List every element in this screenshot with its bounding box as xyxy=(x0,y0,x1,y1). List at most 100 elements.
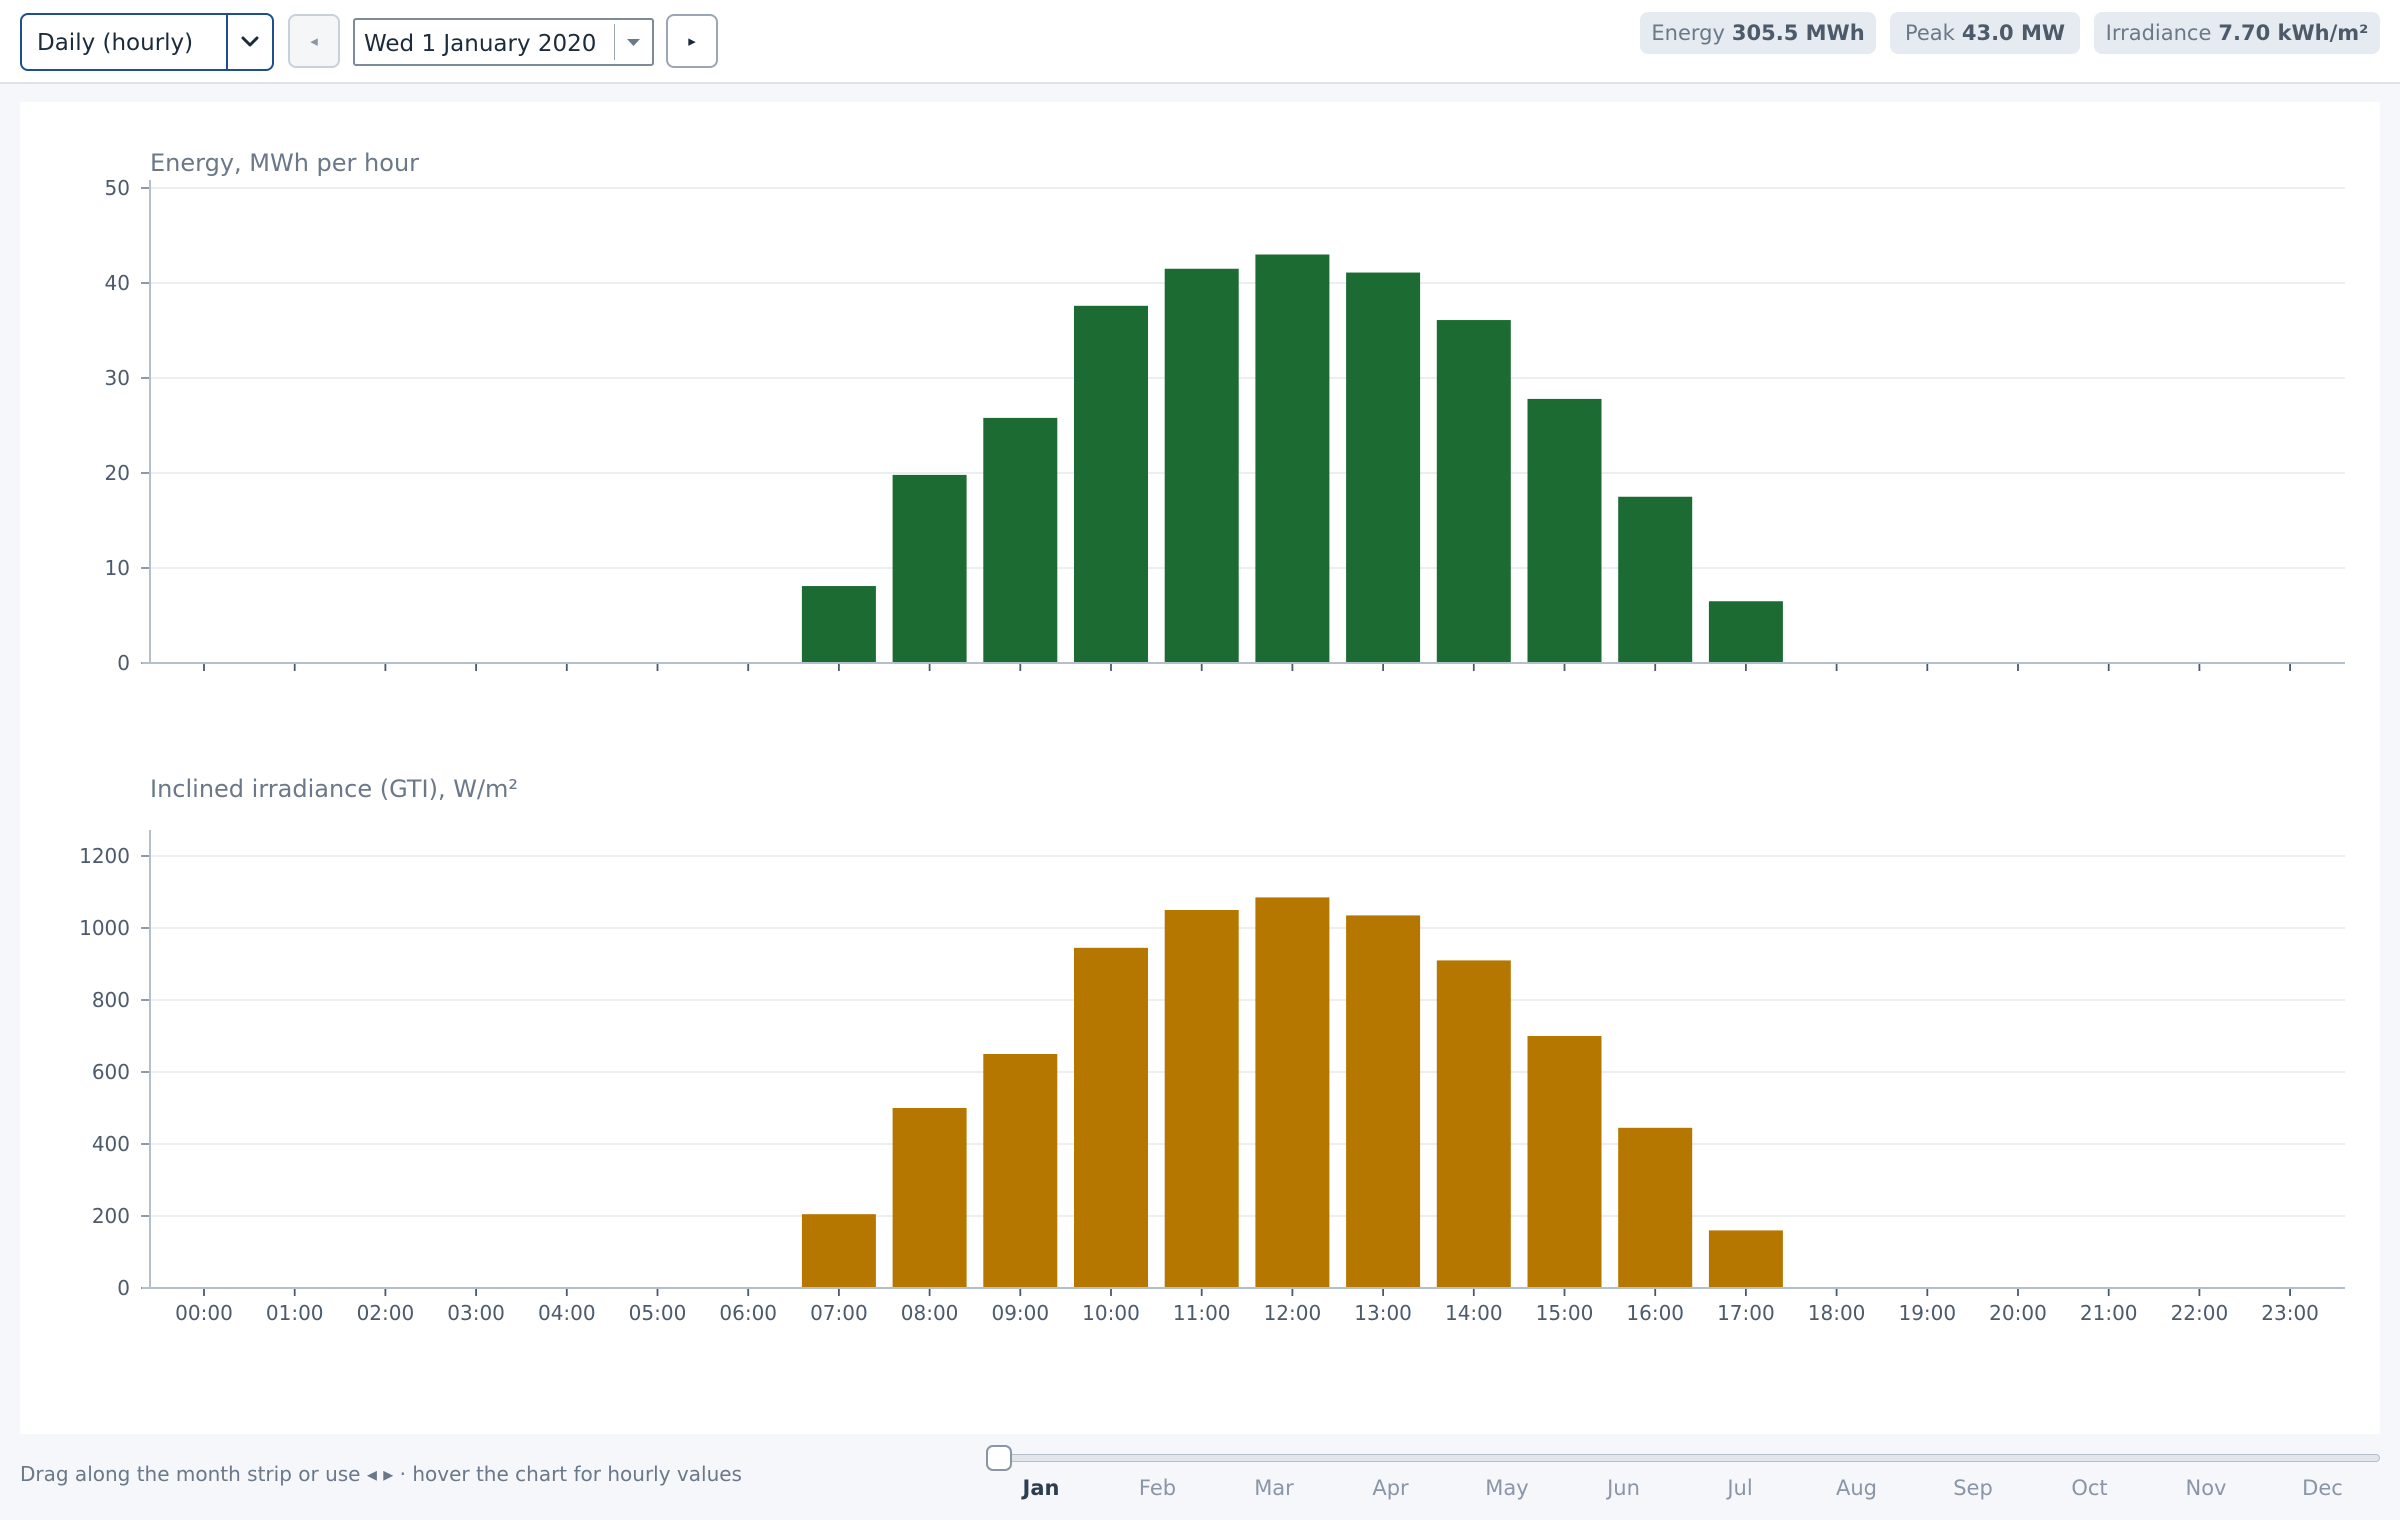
energy-bar-1600 xyxy=(1618,496,1693,663)
irradiance-bar-0700 xyxy=(801,1214,876,1288)
irradiance-x-tick-label: 17:00 xyxy=(1717,1301,1775,1325)
energy-bar-0900 xyxy=(983,417,1058,663)
energy-bar-1400 xyxy=(1436,320,1511,663)
month-strip-handle[interactable] xyxy=(986,1445,1012,1471)
irradiance-bar-1000 xyxy=(1074,947,1148,1288)
energy-bar-0700 xyxy=(801,586,876,663)
energy-y-tick-label: 40 xyxy=(105,271,130,295)
irradiance-x-tick-label: 09:00 xyxy=(991,1301,1049,1325)
mode-select[interactable]: Daily (hourly) xyxy=(20,13,274,71)
irradiance-x-tick-label: 08:00 xyxy=(901,1301,959,1325)
irradiance-bar-1700 xyxy=(1708,1230,1783,1288)
month-sep[interactable]: Sep xyxy=(1953,1476,1993,1500)
irradiance-stat-badge: Irradiance 7.70 kWh/m² xyxy=(2094,12,2380,54)
irradiance-x-tick-label: 00:00 xyxy=(175,1301,233,1325)
irradiance-x-tick-label: 16:00 xyxy=(1626,1301,1684,1325)
month-mar[interactable]: Mar xyxy=(1254,1476,1294,1500)
charts-canvas[interactable]: Energy, MWh per hour 0 10 20 30 40 50 Inclined … xyxy=(0,0,2400,1440)
irradiance-bar-0800 xyxy=(892,1108,967,1288)
irradiance-x-tick-label: 11:00 xyxy=(1173,1301,1231,1325)
date-select-value: Wed 1 January 2020 xyxy=(364,31,597,57)
irradiance-x-tick-label: 19:00 xyxy=(1898,1301,1956,1325)
irradiance-x-tick-label: 03:00 xyxy=(447,1301,505,1325)
month-oct[interactable]: Oct xyxy=(2071,1476,2108,1500)
month-apr[interactable]: Apr xyxy=(1372,1476,1409,1500)
irradiance-bar-1100 xyxy=(1164,910,1239,1288)
caret-down-icon[interactable] xyxy=(615,20,652,64)
irradiance-x-tick-label: 22:00 xyxy=(2171,1301,2229,1325)
irradiance-bar-1400 xyxy=(1436,960,1511,1288)
irradiance-x-tick-label: 23:00 xyxy=(2261,1301,2319,1325)
energy-bar-1100 xyxy=(1164,268,1239,663)
energy-y-tick-label: 50 xyxy=(105,176,130,200)
peak-stat-value: 43.0 MW xyxy=(1961,21,2066,45)
next-day-button[interactable]: ▸ xyxy=(666,14,718,68)
footer-hint: Drag along the month strip or use ◂ ▸ · … xyxy=(20,1462,742,1486)
month-feb[interactable]: Feb xyxy=(1138,1476,1177,1500)
irradiance-y-tick-label: 1000 xyxy=(79,916,130,940)
irradiance-x-tick-label: 18:00 xyxy=(1808,1301,1866,1325)
energy-stat-value: 305.5 MWh xyxy=(1731,21,1865,45)
irradiance-y-tick-label: 0 xyxy=(117,1276,130,1300)
irradiance-bar-0900 xyxy=(983,1054,1058,1288)
irradiance-bar-1600 xyxy=(1618,1127,1693,1288)
irradiance-x-tick-label: 20:00 xyxy=(1989,1301,2047,1325)
energy-y-tick-label: 20 xyxy=(105,461,130,485)
prev-arrow-icon: ◂ xyxy=(310,32,318,50)
peak-stat-badge: Peak 43.0 MW xyxy=(1890,12,2080,54)
month-jul[interactable]: Jul xyxy=(1727,1476,1753,1500)
irradiance-y-tick-label: 1200 xyxy=(79,844,130,868)
month-jun[interactable]: Jun xyxy=(1607,1476,1640,1500)
month-dec[interactable]: Dec xyxy=(2302,1476,2343,1500)
energy-bar-1300 xyxy=(1346,272,1421,663)
irradiance-chart-title: Inclined irradiance (GTI), W/m² xyxy=(150,775,518,803)
prev-day-button[interactable]: ◂ xyxy=(288,14,340,68)
energy-bar-1700 xyxy=(1708,601,1783,663)
energy-bar-0800 xyxy=(892,474,967,663)
irradiance-bar-1200 xyxy=(1255,897,1330,1288)
irradiance-x-tick-label: 01:00 xyxy=(266,1301,324,1325)
energy-chart-title: Energy, MWh per hour xyxy=(150,149,419,177)
energy-stat-label: Energy xyxy=(1651,21,1725,45)
irradiance-x-tick-label: 02:00 xyxy=(357,1301,415,1325)
irradiance-x-tick-label: 10:00 xyxy=(1082,1301,1140,1325)
energy-bar-1200 xyxy=(1255,254,1330,663)
chevron-down-icon[interactable] xyxy=(228,15,272,69)
month-may[interactable]: May xyxy=(1485,1476,1529,1500)
energy-bar-1000 xyxy=(1074,305,1148,663)
irradiance-bar-1300 xyxy=(1346,915,1421,1288)
mode-select-divider xyxy=(226,15,228,69)
irradiance-x-tick-label: 21:00 xyxy=(2080,1301,2138,1325)
energy-y-tick-label: 0 xyxy=(117,651,130,675)
month-strip-track[interactable] xyxy=(1000,1454,2380,1462)
irradiance-stat-label: Irradiance xyxy=(2105,21,2212,45)
irradiance-x-tick-label: 06:00 xyxy=(719,1301,777,1325)
month-aug[interactable]: Aug xyxy=(1835,1476,1877,1500)
irradiance-x-tick-label: 15:00 xyxy=(1536,1301,1594,1325)
toolbar: Daily (hourly) ◂ Wed 1 January 2020 ▸ En… xyxy=(0,0,2400,84)
energy-y-tick-label: 10 xyxy=(105,556,130,580)
irradiance-y-tick-label: 400 xyxy=(92,1132,130,1156)
irradiance-stat-value: 7.70 kWh/m² xyxy=(2218,21,2369,45)
energy-stat-badge: Energy 305.5 MWh xyxy=(1640,12,1876,54)
irradiance-x-tick-label: 05:00 xyxy=(629,1301,687,1325)
date-select[interactable]: Wed 1 January 2020 xyxy=(353,18,654,66)
month-nov[interactable]: Nov xyxy=(2185,1476,2227,1500)
irradiance-x-tick-label: 14:00 xyxy=(1445,1301,1503,1325)
irradiance-x-tick-label: 12:00 xyxy=(1264,1301,1322,1325)
next-arrow-icon: ▸ xyxy=(688,32,696,50)
month-strip[interactable]: Jan Feb Mar Apr May Jun Jul Aug Sep Oct Nov Dec xyxy=(0,1476,2400,1506)
energy-y-tick-label: 30 xyxy=(105,366,130,390)
irradiance-x-tick-label: 04:00 xyxy=(538,1301,596,1325)
irradiance-x-tick-label: 13:00 xyxy=(1354,1301,1412,1325)
peak-stat-label: Peak xyxy=(1904,21,1955,45)
mode-select-value: Daily (hourly) xyxy=(37,30,194,56)
irradiance-y-tick-label: 800 xyxy=(92,988,130,1012)
irradiance-y-tick-label: 200 xyxy=(92,1204,130,1228)
energy-bar-1500 xyxy=(1527,398,1602,663)
date-select-divider xyxy=(614,24,615,60)
irradiance-y-tick-label: 600 xyxy=(92,1060,130,1084)
irradiance-bar-1500 xyxy=(1527,1036,1602,1288)
irradiance-x-tick-label: 07:00 xyxy=(810,1301,868,1325)
month-jan[interactable]: Jan xyxy=(1022,1476,1060,1500)
